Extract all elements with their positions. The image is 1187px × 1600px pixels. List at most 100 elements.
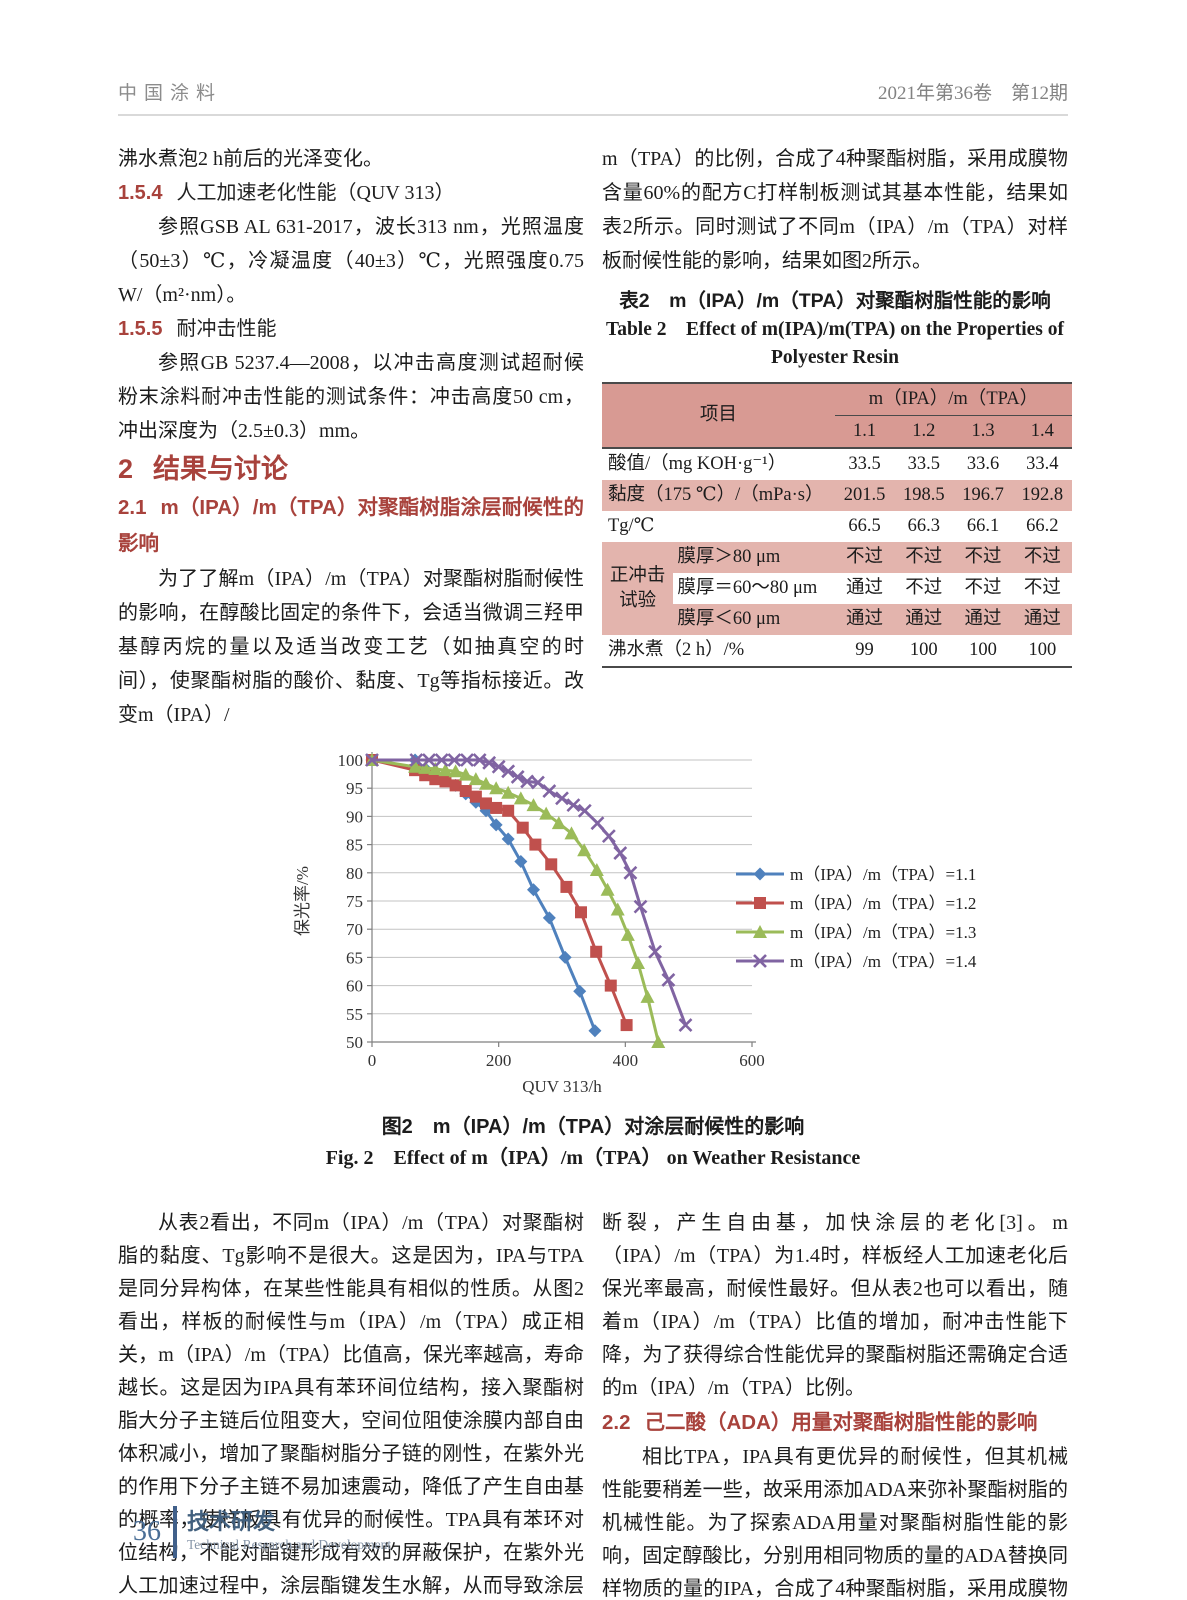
chart-axes: 50 55 60 65 70 75 80 85 90 95 100 0 200 400 600 保光率/% QU… [293,751,765,1096]
table-header-row: 项目 m（IPA）/m（TPA） [602,383,1072,449]
cell-value: 33.5 [848,454,881,474]
row-label: 膜厚＜60 μm [673,604,835,635]
footer-column-en: Technical Research and Development [187,1537,392,1552]
footer-column-cn: 技术研发 [187,1509,276,1534]
table2-caption: 表2 m（IPA）/m（TPA）对聚酯树脂性能的影响 Table 2 Effec… [602,286,1068,372]
cell-value: 192.8 [1012,480,1072,511]
heading-number: 1.5.4 [118,182,163,204]
heading-1-5-5: 1.5.5 耐冲击性能 [118,312,584,346]
table-row: 沸水煮（2 h）/% 99 100 100 100 [602,635,1072,667]
table2-caption-en: Table 2 Effect of m(IPA)/m(TPA) on the P… [606,319,1064,368]
svg-text:0: 0 [368,1051,377,1070]
svg-text:m（IPA）/m（TPA）=1.1: m（IPA）/m（TPA）=1.1 [790,865,976,884]
svg-text:50: 50 [346,1033,363,1052]
chart-series-2 [366,754,633,1032]
svg-text:200: 200 [486,1051,512,1070]
right-column-2: 断裂，产生自由基，加快涂层的老化[3]。m（IPA）/m（TPA）为1.4时，样… [602,1207,1068,1600]
table-row: 黏度（175 ℃）/（mPa·s） 201.5 198.5 196.7 192.… [602,480,1072,511]
table-cell-ratio: 1.2 [894,415,954,449]
chart-series-4 [365,753,693,1032]
cell-value: 100 [969,640,997,660]
chart-legend: m（IPA）/m（TPA）=1.1 m（IPA）/m（TPA）=1.2 m（IPA）… [736,865,977,971]
cell-value: 不过 [964,578,1002,598]
table-subheader-row: 1.1 1.2 1.3 1.4 [602,415,1072,449]
svg-text:95: 95 [346,779,363,798]
table-row: Tg/℃ 66.5 66.3 66.1 66.2 [602,511,1072,542]
cell-value: 33.6 [966,454,1000,474]
journal-name: 中国涂料 [118,83,223,104]
paragraph: 参照GSB AL 631-2017，波长313 nm，光照温度（50±3）℃，冷… [118,216,584,306]
table-row: 膜厚＝60～80 μm 通过 不过 不过 不过 [602,573,1072,604]
cell-value: 不过 [953,542,1013,573]
paragraph: 断裂，产生自由基，加快涂层的老化[3]。m（IPA）/m（TPA）为1.4时，样… [602,1212,1068,1399]
table-cell-ratio: 1.3 [953,415,1013,449]
svg-text:m（IPA）/m（TPA）=1.3: m（IPA）/m（TPA）=1.3 [790,923,976,942]
journal-issue: 2021年第36卷 第12期 [877,83,1068,104]
figure2-chart: 50 55 60 65 70 75 80 85 90 95 100 0 200 400 600 保光率/% QU… [293,751,977,1096]
cell-value: 99 [855,640,874,660]
cell-value: 通过 [953,604,1013,635]
lower-columns: 从表2看出，不同m（IPA）/m（TPA）对聚酯树脂的黏度、Tg影响不是很大。这… [118,1207,1068,1600]
paragraph: 相比TPA，IPA具有更优异的耐候性，但其机械性能要稍差一些，故采用添加ADA来… [602,1446,1068,1600]
table-row: 膜厚＜60 μm 通过 通过 通过 通过 [602,604,1072,635]
heading-1-5-4: 1.5.4 人工加速老化性能（QUV 313） [118,176,584,210]
cell-value: 不过 [894,542,954,573]
paragraph: 为了了解m（IPA）/m（TPA）对聚酯树脂耐候性的影响，在醇酸比固定的条件下，… [118,568,584,726]
cell-value: 通过 [834,604,895,635]
heading-number: 2 [118,454,134,484]
row-label: 酸值/（mg KOH·g⁻¹） [608,454,787,474]
svg-text:保光率/%: 保光率/% [293,866,312,936]
cell-value: 33.5 [907,454,940,474]
paragraph: 参照GB 5237.4—2008，以冲击高度测试超耐候粉末涂料耐冲击性能的测试条… [118,352,584,442]
page-footer: 36 技术研发 Technical Research and Developme… [133,1506,391,1558]
svg-text:75: 75 [346,892,363,911]
section-2-1-heading: 2.1 m（IPA）/m（TPA）对聚酯树脂涂层耐候性的影响 [118,490,584,562]
heading-title: 结果与讨论 [153,454,289,484]
row-label: 黏度（175 ℃）/（mPa·s） [602,480,835,511]
cell-value: 不过 [1023,578,1061,598]
svg-text:400: 400 [613,1051,639,1070]
heading-title: 耐冲击性能 [176,318,277,340]
svg-text:m（IPA）/m（TPA）=1.2: m（IPA）/m（TPA）=1.2 [790,894,976,913]
row-label: Tg/℃ [608,516,655,536]
row-label: 沸水煮（2 h）/% [608,640,745,660]
cell-value: 201.5 [834,480,895,511]
table-cell-ratio: 1.1 [834,415,895,449]
cell-value: 不过 [834,542,895,573]
table-cell-item: 项目 [602,383,835,449]
heading-title: m（IPA）/m（TPA）对聚酯树脂涂层耐候性的影响 [118,496,584,555]
paragraph: 沸水煮泡2 h前后的光泽变化。 [118,148,383,170]
cell-value: 通过 [846,578,884,598]
svg-text:65: 65 [346,948,363,967]
left-column-2: 从表2看出，不同m（IPA）/m（TPA）对聚酯树脂的黏度、Tg影响不是很大。这… [118,1207,584,1600]
paragraph: 从表2看出，不同m（IPA）/m（TPA）对聚酯树脂的黏度、Tg影响不是很大。这… [118,1212,584,1597]
chart-series-3 [365,753,666,1048]
table-row: 酸值/（mg KOH·g⁻¹） 33.5 33.5 33.6 33.4 [602,448,1072,480]
heading-number: 2.2 [602,1411,631,1434]
cell-value: 通过 [1012,604,1072,635]
left-column-1: 沸水煮泡2 h前后的光泽变化。 1.5.4 人工加速老化性能（QUV 313） 参… [118,142,584,732]
figure2-caption-cn: 图2 m（IPA）/m（TPA）对涂层耐候性的影响 [381,1116,805,1138]
heading-number: 1.5.5 [118,318,163,340]
svg-text:80: 80 [346,864,363,883]
cell-value: 100 [1028,640,1057,660]
figure2-block: 50 55 60 65 70 75 80 85 90 95 100 0 200 400 600 保光率/% QU… [284,746,1068,1107]
table-cell-group: m（IPA）/m（TPA） [834,383,1072,416]
svg-text:70: 70 [346,920,363,939]
heading-title: 人工加速老化性能（QUV 313） [176,182,455,204]
figure2-caption: 图2 m（IPA）/m（TPA）对涂层耐候性的影响 Fig. 2 Effect … [118,1111,1068,1173]
cell-value: 66.1 [966,516,1000,536]
svg-text:m（IPA）/m（TPA）=1.4: m（IPA）/m（TPA）=1.4 [790,952,977,971]
cell-value: 66.5 [848,516,881,536]
svg-text:600: 600 [739,1051,765,1070]
upper-columns: 沸水煮泡2 h前后的光泽变化。 1.5.4 人工加速老化性能（QUV 313） 参… [118,142,1072,732]
cell-value: 66.3 [907,516,940,536]
cell-value: 不过 [905,578,943,598]
cell-value: 通过 [894,604,954,635]
heading-title: 己二酸（ADA）用量对聚酯树脂性能的影响 [644,1411,1038,1434]
page-header: 中国涂料 2021年第36卷 第12期 [118,0,1068,116]
svg-text:85: 85 [346,836,363,855]
cell-value: 66.2 [1026,516,1059,536]
right-column-1: m（TPA）的比例，合成了4种聚酯树脂，采用成膜物含量60%的配方C打样制板测试… [602,142,1072,732]
